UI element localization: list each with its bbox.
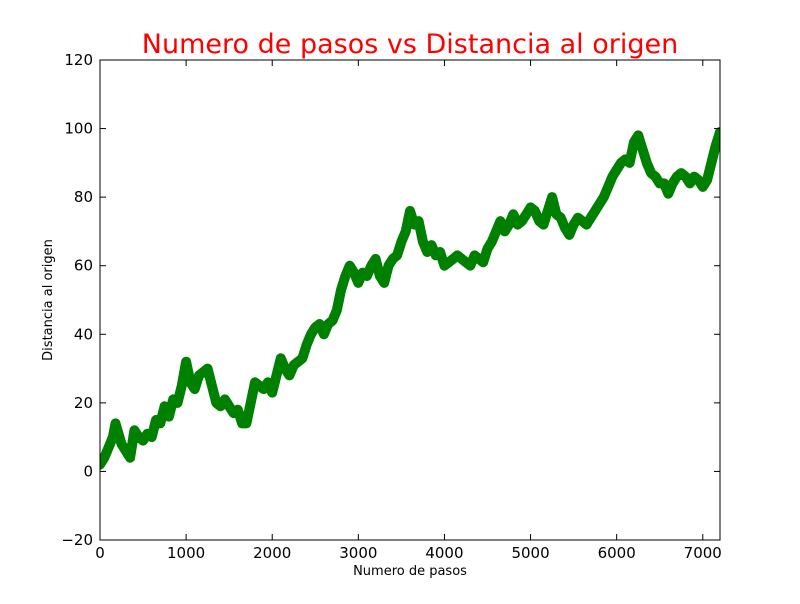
x-tick-label: 7000 (684, 544, 722, 562)
x-tick-label: 4000 (425, 544, 463, 562)
axes-frame (99, 59, 721, 541)
x-tick-label: 0 (95, 544, 105, 562)
y-tick-label: 120 (64, 51, 93, 69)
x-axis-label: Numero de pasos (353, 564, 467, 579)
y-tick-label: 60 (74, 257, 93, 275)
y-tick-label: 40 (74, 325, 93, 343)
y-tick-label: −20 (61, 531, 93, 549)
x-tick-label: 3000 (339, 544, 377, 562)
y-tick-label: 80 (74, 188, 93, 206)
y-axis-label: Distancia al origen (41, 239, 56, 361)
chart-title: Numero de pasos vs Distancia al origen (142, 29, 678, 60)
y-tick-label: 20 (74, 394, 93, 412)
y-tick-label: 0 (83, 462, 93, 480)
x-tick-label: 1000 (167, 544, 205, 562)
x-tick-label: 2000 (253, 544, 291, 562)
x-tick-label: 6000 (598, 544, 636, 562)
plot-area (100, 127, 720, 470)
series-line-1 (100, 127, 720, 470)
axes: 0 1000 2000 3000 4000 5000 6000 7000−2002040608… (61, 51, 722, 562)
y-tick-label: 100 (64, 120, 93, 138)
x-tick-label: 5000 (511, 544, 549, 562)
